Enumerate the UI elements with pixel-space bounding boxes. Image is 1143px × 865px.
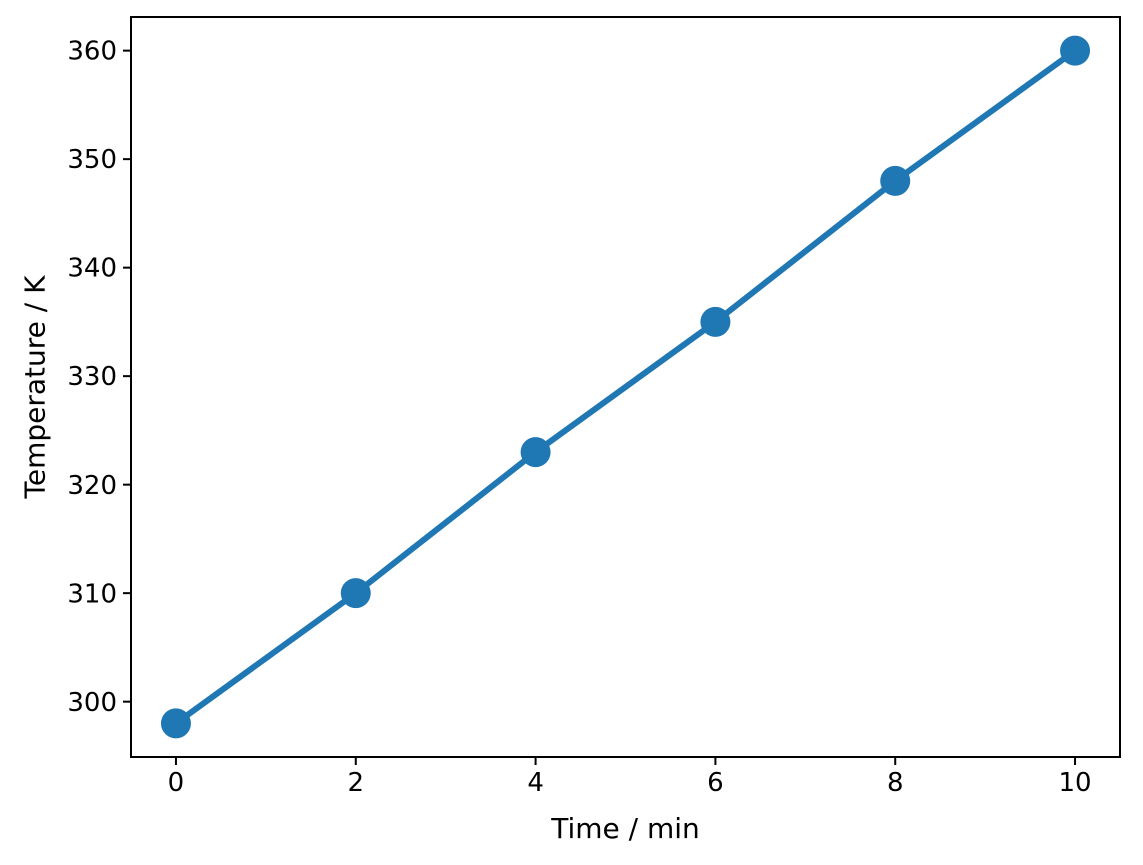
data-point — [1060, 35, 1091, 66]
y-tick-label: 360 — [67, 37, 117, 67]
data-line — [172, 47, 1079, 727]
y-tick-label: 310 — [67, 579, 117, 609]
y-tick-label: 300 — [67, 688, 117, 718]
data-point — [340, 578, 371, 609]
x-tick-label: 6 — [707, 768, 724, 798]
data-point — [160, 708, 191, 739]
data-point — [520, 437, 551, 468]
y-tick-label: 340 — [67, 254, 117, 284]
y-axis-label: Temperature / K — [18, 275, 52, 499]
x-tick-label: 0 — [168, 768, 185, 798]
y-tick-label: 320 — [67, 471, 117, 501]
x-tick-label: 10 — [1058, 768, 1091, 798]
x-tick-label: 2 — [347, 768, 364, 798]
data-point — [700, 306, 731, 337]
x-axis-label: Time / min — [551, 812, 700, 845]
y-tick-label: 350 — [67, 145, 117, 175]
x-tick-label: 8 — [887, 768, 904, 798]
y-tick-label: 330 — [67, 362, 117, 392]
data-point — [880, 165, 911, 196]
x-tick-label: 4 — [527, 768, 544, 798]
plot-frame — [130, 16, 1121, 758]
